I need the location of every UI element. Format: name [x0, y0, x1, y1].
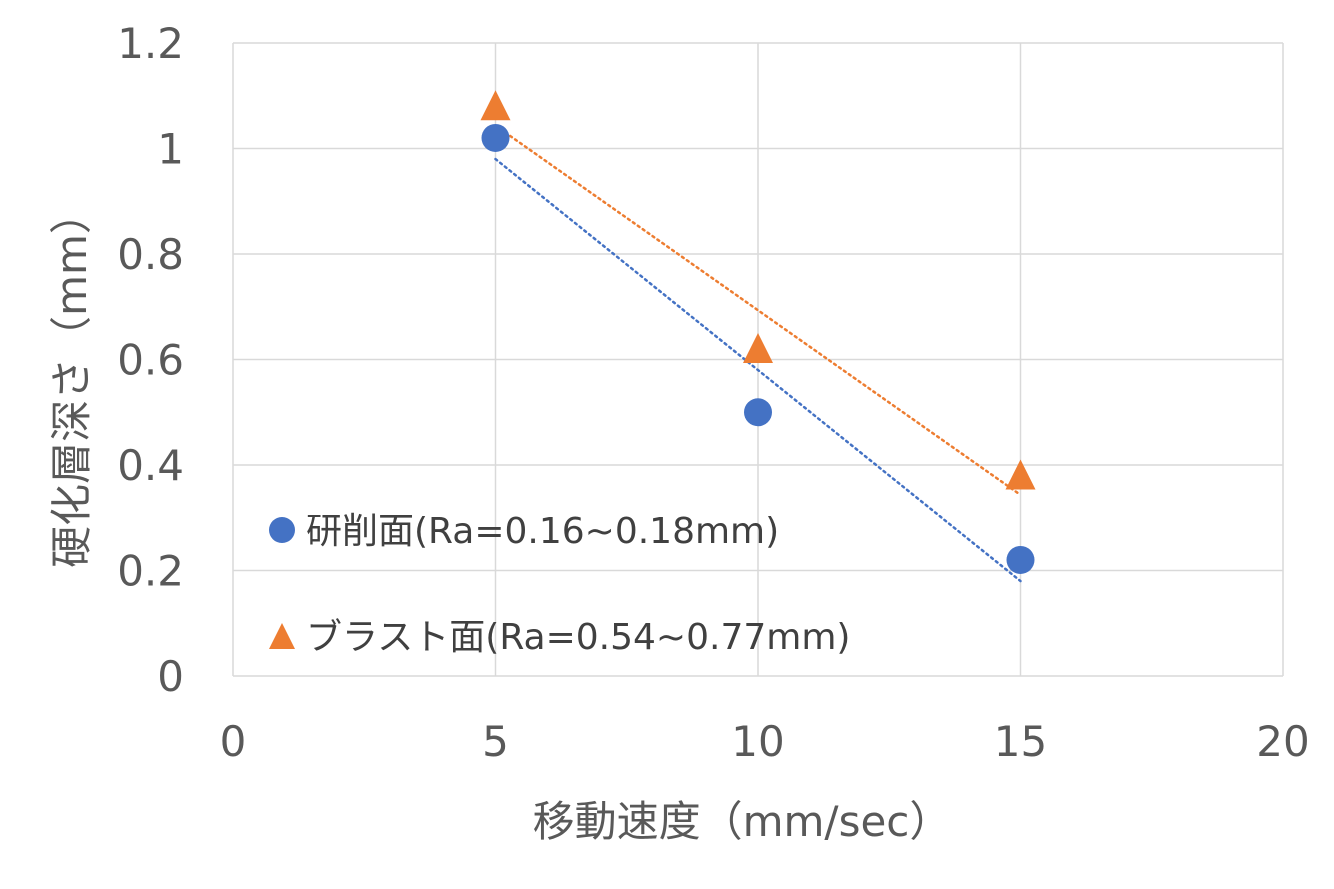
y-tick-label: 1.2 [117, 19, 184, 68]
legend-label-series-1: 研削面(Ra=0.16~0.18mm) [306, 511, 779, 552]
x-tick-label: 15 [994, 717, 1047, 766]
y-tick-label: 0.8 [117, 230, 184, 279]
legend: 研削面(Ra=0.16~0.18mm) ブラスト面(Ra=0.54~0.77mm… [269, 511, 850, 658]
data-point-triangle [743, 332, 773, 363]
legend-marker-circle [269, 517, 295, 543]
data-point-triangle [1005, 459, 1036, 490]
legend-label-series-2: ブラスト面(Ra=0.54~0.77mm) [306, 617, 850, 658]
y-tick-label: 0.2 [117, 547, 184, 596]
data-point-triangle [480, 90, 511, 121]
x-tick-label: 5 [482, 717, 509, 766]
y-tick-label: 0.4 [117, 441, 184, 490]
trendlines [494, 124, 1022, 583]
x-tick-label: 10 [731, 717, 784, 766]
data-point-circle [1006, 545, 1035, 574]
data-markers [480, 90, 1036, 574]
tick-labels: 0 5 10 15 20 0 0.2 0.4 0.6 0.8 1 1.2 [117, 19, 1310, 766]
trendline [494, 157, 1022, 583]
data-point-circle [481, 123, 510, 152]
x-tick-label: 20 [1256, 717, 1309, 766]
legend-marker-triangle [269, 623, 295, 649]
y-axis-title: 硬化層深さ（mm） [47, 192, 96, 568]
trendline [494, 124, 1022, 497]
y-tick-label: 0.6 [117, 336, 184, 385]
x-axis-title: 移動速度（mm/sec） [533, 797, 952, 846]
y-tick-label: 1 [157, 125, 184, 174]
x-tick-label: 0 [220, 717, 247, 766]
y-tick-label: 0 [157, 652, 184, 701]
data-point-circle [744, 398, 772, 427]
